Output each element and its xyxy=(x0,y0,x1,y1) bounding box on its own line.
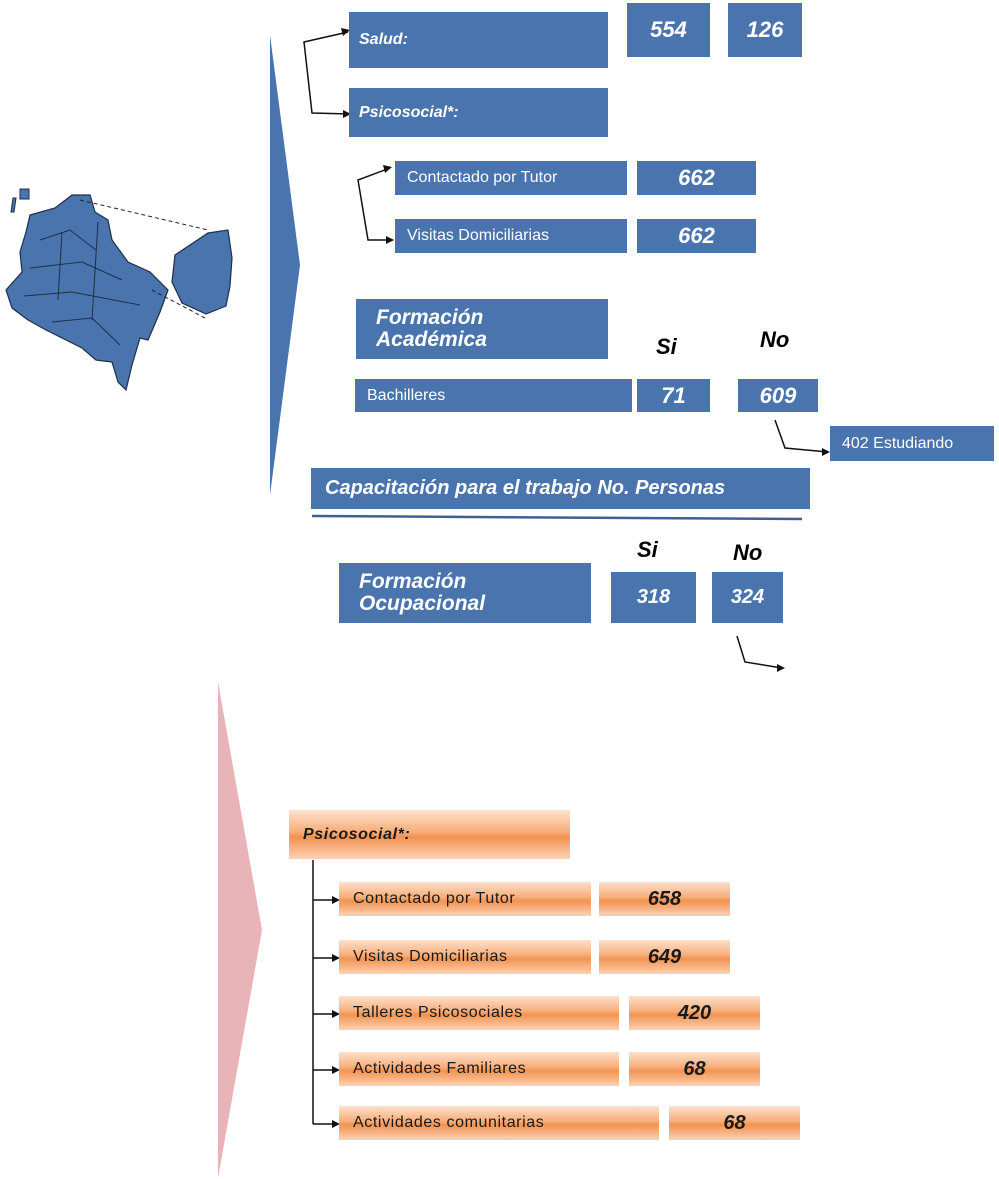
connector-lines xyxy=(303,31,829,669)
estudiando-box: 402 Estudiando xyxy=(830,426,994,461)
bottom-item-value: 649 xyxy=(599,940,730,974)
ocupacional-si-value: 318 xyxy=(611,572,696,623)
contactado-tutor-box: Contactado por Tutor xyxy=(395,161,627,195)
ocupacional-no-value: 324 xyxy=(712,572,783,623)
bottom-item-box: Actividades comunitarias xyxy=(339,1106,659,1140)
formacion-academica-line1: Formación xyxy=(376,306,484,329)
pink-chevron-arrow xyxy=(218,682,262,1178)
capacitacion-header-box: Capacitación para el trabajo No. Persona… xyxy=(311,468,810,509)
bachilleres-label: Bachilleres xyxy=(367,386,446,404)
contactado-tutor-label: Contactado por Tutor xyxy=(407,169,558,186)
bottom-item-label: Actividades comunitarias xyxy=(353,1114,545,1131)
bottom-item-label: Talleres Psicosociales xyxy=(353,1004,523,1021)
capacitacion-header: Capacitación para el trabajo No. Persona… xyxy=(325,477,726,499)
visitas-domiciliarias-label: Visitas Domiciliarias xyxy=(407,227,549,244)
ocupacional-si-header: Si xyxy=(637,537,658,562)
psicosocial-box: Psicosocial*: xyxy=(349,88,608,137)
bottom-item-label: Visitas Domiciliarias xyxy=(353,948,508,965)
academica-no-header: No xyxy=(760,327,790,352)
visitas-domiciliarias-value: 662 xyxy=(637,219,756,253)
bottom-item-value: 420 xyxy=(629,996,760,1030)
formacion-ocupacional-line2: Ocupacional xyxy=(359,592,486,615)
bottom-item-value: 658 xyxy=(599,882,730,916)
bottom-connector-lines xyxy=(312,860,334,1125)
bottom-item-value: 68 xyxy=(629,1052,760,1086)
salud-label: Salud: xyxy=(359,31,408,48)
bottom-arrow-heads xyxy=(332,896,340,1128)
bachilleres-no-value: 609 xyxy=(738,379,818,412)
ocupacional-no-header: No xyxy=(733,540,763,565)
salud-value-2: 126 xyxy=(728,3,802,57)
salud-value-1: 554 xyxy=(627,3,710,57)
bachilleres-si-value: 71 xyxy=(637,379,710,412)
visitas-domiciliarias-box: Visitas Domiciliarias xyxy=(395,219,627,253)
bottom-item-box: Contactado por Tutor xyxy=(339,882,591,916)
bottom-psicosocial-box: Psicosocial*: xyxy=(289,810,570,859)
bottom-item-box: Talleres Psicosociales xyxy=(339,996,619,1030)
psicosocial-label: Psicosocial*: xyxy=(359,103,459,121)
bottom-item-value: 68 xyxy=(669,1106,800,1140)
colombia-map-icon xyxy=(5,188,233,392)
arrow-heads xyxy=(341,28,830,672)
blue-chevron-arrow xyxy=(270,35,300,495)
estudiando-label: 402 Estudiando xyxy=(842,434,954,452)
salud-box: Salud: xyxy=(349,12,608,68)
bottom-psicosocial-label: Psicosocial*: xyxy=(303,825,411,843)
formacion-academica-box: Formación Académica xyxy=(356,299,608,359)
separator-line xyxy=(311,514,803,521)
bottom-item-label: Actividades Familiares xyxy=(353,1060,527,1077)
academica-si-header: Si xyxy=(656,334,677,359)
bottom-item-box: Visitas Domiciliarias xyxy=(339,940,591,974)
bottom-item-label: Contactado por Tutor xyxy=(353,890,516,907)
bottom-item-box: Actividades Familiares xyxy=(339,1052,619,1086)
contactado-tutor-value: 662 xyxy=(637,161,756,195)
formacion-academica-line2: Académica xyxy=(376,328,487,351)
bachilleres-box: Bachilleres xyxy=(355,379,632,412)
formacion-ocupacional-line1: Formación xyxy=(359,570,467,593)
formacion-ocupacional-box: Formación Ocupacional xyxy=(339,563,591,623)
